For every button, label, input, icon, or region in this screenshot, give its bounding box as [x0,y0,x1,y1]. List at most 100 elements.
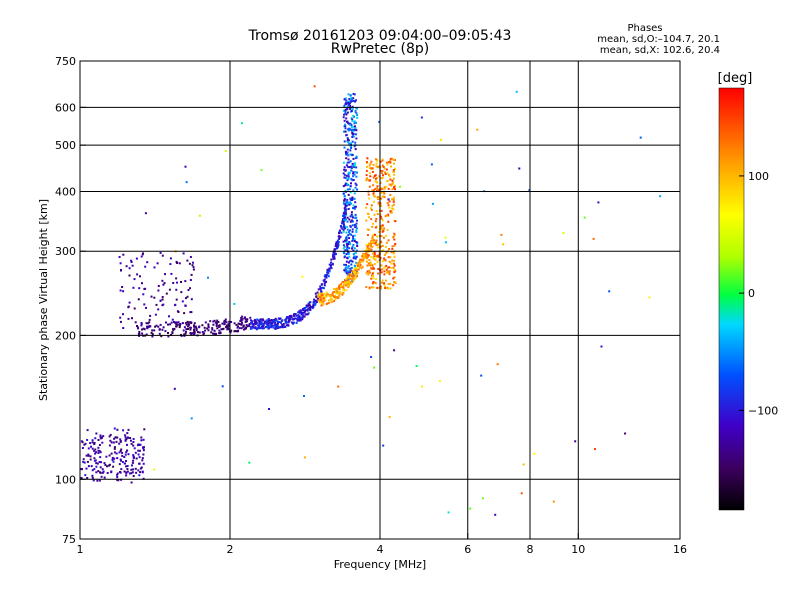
data-point [362,253,365,256]
data-point [297,314,300,317]
data-point [344,227,346,230]
data-point [351,270,354,273]
data-point [337,243,340,246]
data-point [382,444,385,447]
data-point [81,447,84,449]
data-point [171,318,174,321]
data-point [326,268,329,271]
data-point [161,279,164,282]
data-point [375,181,378,184]
data-point [244,326,247,329]
data-point [281,319,284,322]
data-point [367,178,370,181]
data-point [133,307,136,310]
data-point [280,322,283,324]
data-point [216,319,219,322]
data-point [351,219,353,222]
data-point [476,128,479,131]
data-point [342,230,345,233]
data-point [244,320,247,323]
data-point [347,284,350,287]
data-point [345,134,348,137]
data-point [262,323,265,326]
data-point [354,255,357,258]
data-point [392,208,395,211]
data-point [333,250,335,253]
data-point [367,234,369,236]
data-point [198,326,201,329]
data-point [349,267,352,270]
data-point [350,233,353,236]
data-point [355,166,358,169]
data-point [98,450,101,453]
data-point [368,269,371,272]
data-point [307,307,310,310]
data-point [343,113,345,116]
data-point [227,323,230,326]
data-point [321,301,323,304]
data-point [351,128,354,131]
data-point [356,272,359,275]
data-point [347,122,350,125]
data-point [342,172,345,175]
data-point [126,468,129,470]
data-point [132,286,135,289]
data-point [325,302,328,305]
data-point [269,323,272,326]
data-point [348,261,350,264]
data-point [384,285,387,288]
data-point [347,286,350,289]
data-point [242,325,245,328]
data-point [130,259,133,262]
data-point [186,295,189,298]
data-point [386,163,389,166]
data-point [348,269,351,272]
data-point [317,299,320,302]
data-point [105,455,108,458]
data-point [380,217,383,220]
data-point [344,125,347,128]
data-point [342,222,345,225]
data-point [129,439,132,442]
data-point [380,209,383,212]
data-point [354,213,357,216]
data-point [351,260,354,263]
data-point [341,293,344,296]
data-point [383,167,386,170]
data-point [648,296,651,299]
data-point [238,323,241,325]
data-point [253,326,256,329]
data-point [353,264,356,267]
data-point [150,295,153,298]
data-point [108,444,111,447]
data-point [353,165,356,168]
data-point [388,266,391,269]
data-point [376,213,379,216]
data-point [355,269,358,272]
data-point [351,230,354,233]
data-point [388,273,391,276]
data-point [342,161,345,164]
data-point [87,453,90,456]
data-point [375,165,378,168]
data-point [528,189,531,192]
data-point [351,136,354,138]
data-point [352,237,355,240]
data-point [303,395,305,397]
data-point [110,471,113,474]
data-point [347,207,350,210]
data-point [369,264,372,267]
data-point [97,449,100,452]
data-point [659,195,662,198]
data-point [390,184,393,187]
data-point [190,298,193,301]
data-point [348,161,351,164]
data-point [251,325,254,328]
data-point [356,188,359,191]
data-point [100,475,103,478]
data-point [175,277,178,280]
data-point [353,128,356,131]
data-point [161,296,164,298]
data-point [326,270,329,273]
data-point [303,308,306,311]
